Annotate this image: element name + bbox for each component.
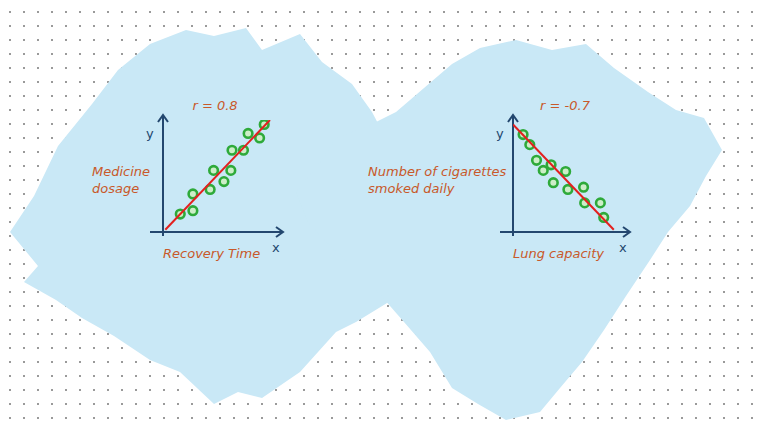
page: {"chart_data": [ {"type": "scatter", "an…	[0, 0, 764, 429]
y-axis-name: y	[496, 126, 504, 141]
x-axis-name: x	[272, 240, 280, 255]
x-axis	[150, 231, 282, 233]
y-axis-arrow	[158, 115, 168, 122]
x-axis-arrow	[623, 227, 630, 237]
annotation: r = 0.8	[192, 98, 237, 113]
x-axis-label: Lung capacity	[513, 246, 604, 261]
scatter-point	[244, 129, 253, 138]
scatter-point	[189, 206, 198, 215]
scatter-point	[596, 199, 605, 208]
y-axis-arrow	[508, 115, 518, 122]
plot-area	[165, 120, 270, 230]
scatter-point	[564, 185, 573, 194]
scatter-point	[227, 166, 236, 175]
x-axis-label: Recovery Time	[163, 246, 260, 261]
y-axis	[512, 116, 514, 236]
scatter-point	[579, 183, 588, 192]
scatter-point	[220, 177, 229, 186]
brush-background	[296, 40, 722, 420]
y-axis-label: Medicinedosage	[92, 164, 150, 196]
scatter-point	[561, 167, 570, 176]
scatter-point	[532, 156, 541, 165]
y-axis	[162, 116, 164, 236]
canvas: r = 0.8Recovery TimeMedicinedosagexyr = …	[0, 0, 764, 429]
x-axis	[500, 231, 629, 233]
plot-area	[513, 124, 614, 229]
annotation: r = -0.7	[540, 98, 591, 113]
y-axis-name: y	[146, 126, 154, 141]
regression-line	[165, 120, 270, 230]
y-axis-label: Number of cigarettessmoked daily	[368, 164, 507, 196]
scatter-point	[228, 146, 237, 155]
scatter-point	[549, 178, 558, 187]
chart: r = -0.7 Lung capacity Number of cigarette…	[368, 98, 630, 261]
scatter-point	[209, 166, 218, 175]
x-axis-arrow	[276, 227, 283, 237]
x-axis-name: x	[619, 240, 627, 255]
regression-line	[513, 124, 614, 229]
chart: r = 0.8 Recovery Time Medicinedosage x y	[92, 98, 283, 261]
